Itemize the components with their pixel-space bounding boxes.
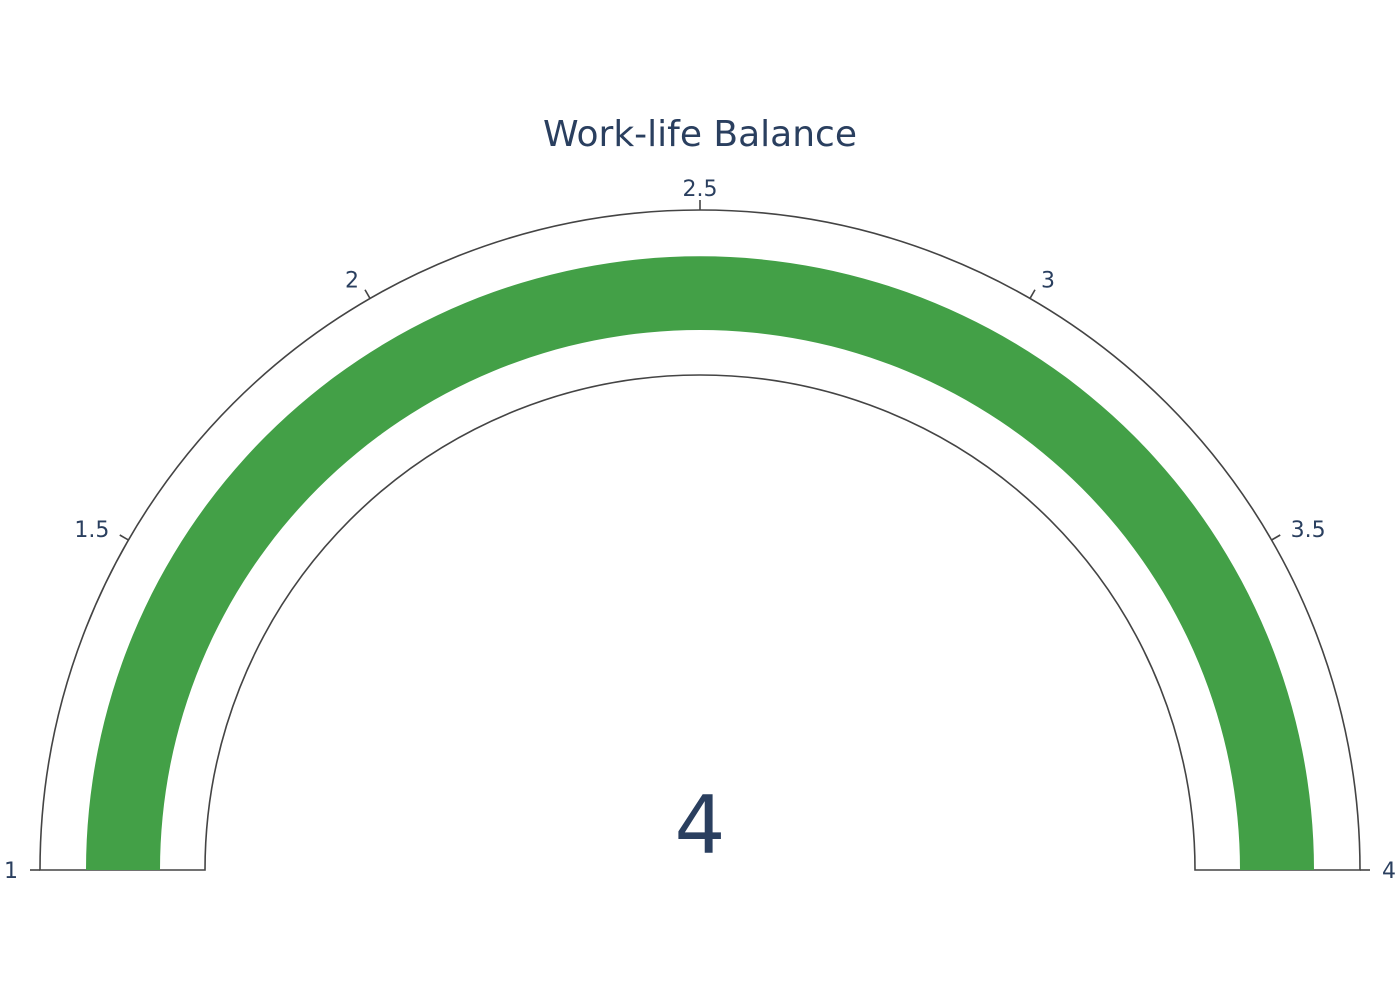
- gauge-ticks: 1 1.5 2 2.5 3 3.5 4: [4, 177, 1396, 884]
- gauge-tick-label: 2: [345, 268, 359, 293]
- gauge-value-bar: [86, 256, 1314, 870]
- gauge-tick-mark: [1029, 289, 1036, 299]
- gauge-tick-label: 2.5: [683, 177, 718, 202]
- gauge-tick-mark: [364, 289, 371, 299]
- gauge-tick-label: 3: [1041, 268, 1055, 293]
- gauge-value-number: 4: [675, 779, 726, 872]
- gauge-tick-mark: [1271, 534, 1281, 541]
- gauge-tick-mark: [119, 534, 129, 541]
- gauge-tick-label: 3.5: [1291, 518, 1326, 543]
- gauge-tick-label: 4: [1382, 859, 1396, 884]
- chart-title: Work-life Balance: [543, 114, 857, 155]
- gauge-tick-label: 1.5: [74, 518, 109, 543]
- gauge-tick-label: 1: [4, 859, 18, 884]
